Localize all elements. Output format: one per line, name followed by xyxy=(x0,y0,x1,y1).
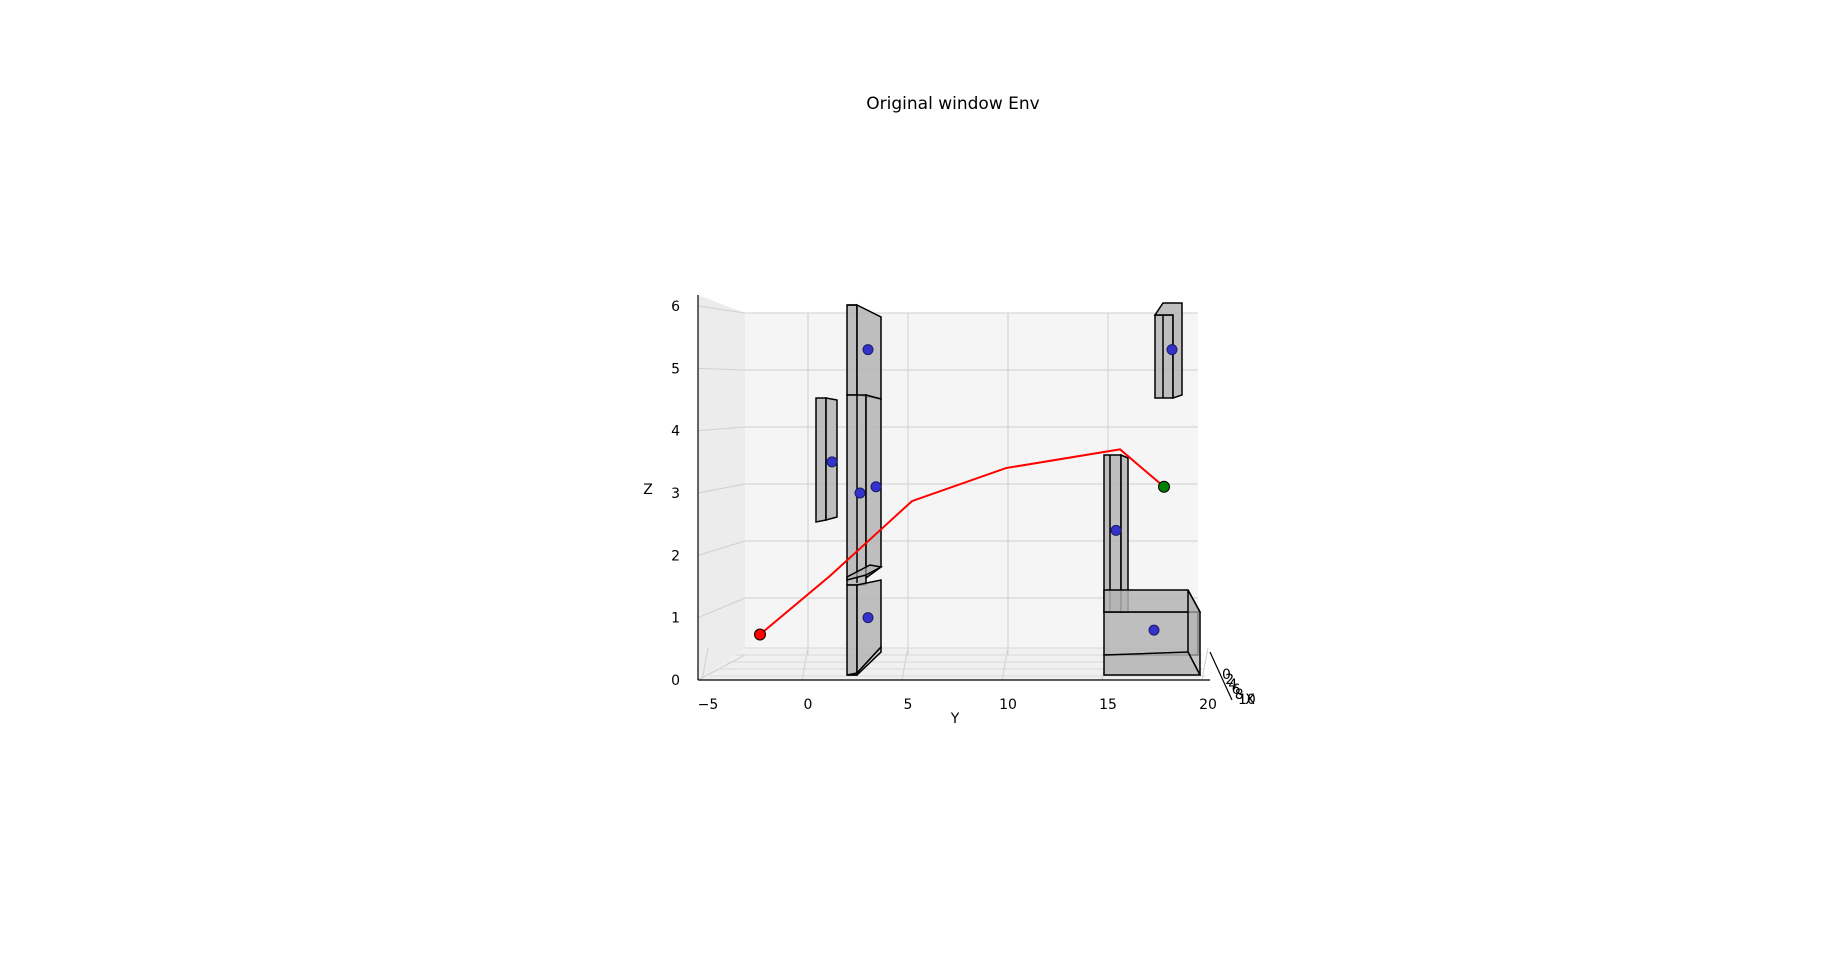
z-tick-label: 2 xyxy=(671,548,680,564)
x-tick-label: 4 xyxy=(1228,677,1237,693)
obstacle-center xyxy=(862,344,874,356)
obstacle-center xyxy=(1166,344,1178,356)
floor-pane xyxy=(698,648,1200,680)
y-tick-label: 0 xyxy=(804,697,813,713)
y-tick-label: 20 xyxy=(1199,697,1217,713)
grid-line xyxy=(1001,647,1009,681)
start-point xyxy=(754,628,766,641)
z-tick-label: 1 xyxy=(671,611,680,627)
obstacle-center xyxy=(870,481,882,493)
grid-line xyxy=(697,483,746,494)
grid-line xyxy=(697,367,746,371)
obstacle-center xyxy=(862,612,874,624)
grid-line xyxy=(697,540,746,556)
grid-line xyxy=(801,647,809,681)
obstacle-box xyxy=(846,579,882,676)
y-tick-label: 15 xyxy=(1099,697,1117,713)
obstacle-box xyxy=(1153,302,1183,400)
goal-point xyxy=(1158,480,1170,493)
left-pane xyxy=(698,295,745,680)
x-tick-label: 0 xyxy=(1222,667,1231,683)
z-tick-label: 3 xyxy=(671,486,680,502)
obstacle-centers xyxy=(826,344,1178,636)
obstacle-center xyxy=(1148,624,1160,636)
grid-line xyxy=(701,647,709,681)
grid-line xyxy=(1201,647,1209,681)
z-tick-labels: 0 1 2 3 4 5 6 xyxy=(671,299,680,689)
x-tick-label: 2 xyxy=(1225,672,1234,688)
obstacle-center xyxy=(826,456,838,468)
z-tick-label: 0 xyxy=(671,673,680,689)
x-tick-label: 8 xyxy=(1235,687,1244,703)
grid-line xyxy=(697,654,746,681)
y-tick-labels: −5 0 5 10 15 20 xyxy=(698,697,1217,713)
grid-line xyxy=(697,426,746,432)
grid-line xyxy=(697,597,746,619)
y-tick-label: −5 xyxy=(698,697,719,713)
x-axis-line xyxy=(1209,651,1233,701)
grid-line xyxy=(901,647,909,681)
z-tick-label: 6 xyxy=(671,299,680,315)
x-axis-label: X xyxy=(1245,692,1255,708)
y-tick-label: 10 xyxy=(999,697,1017,713)
y-axis-label: Y xyxy=(950,711,960,727)
path-line xyxy=(759,448,1165,636)
z-axis-label: Z xyxy=(643,482,653,498)
obstacle-center xyxy=(1110,524,1122,536)
obstacle-center xyxy=(854,487,866,499)
x-tick-label: 10 xyxy=(1238,692,1256,708)
z-tick-label: 4 xyxy=(671,424,680,440)
grid-line xyxy=(697,305,746,314)
x-tick-label: 6 xyxy=(1232,682,1241,698)
chart-title: Original window Env xyxy=(866,94,1039,114)
z-tick-label: 5 xyxy=(671,361,680,377)
y-tick-label: 5 xyxy=(904,697,913,713)
